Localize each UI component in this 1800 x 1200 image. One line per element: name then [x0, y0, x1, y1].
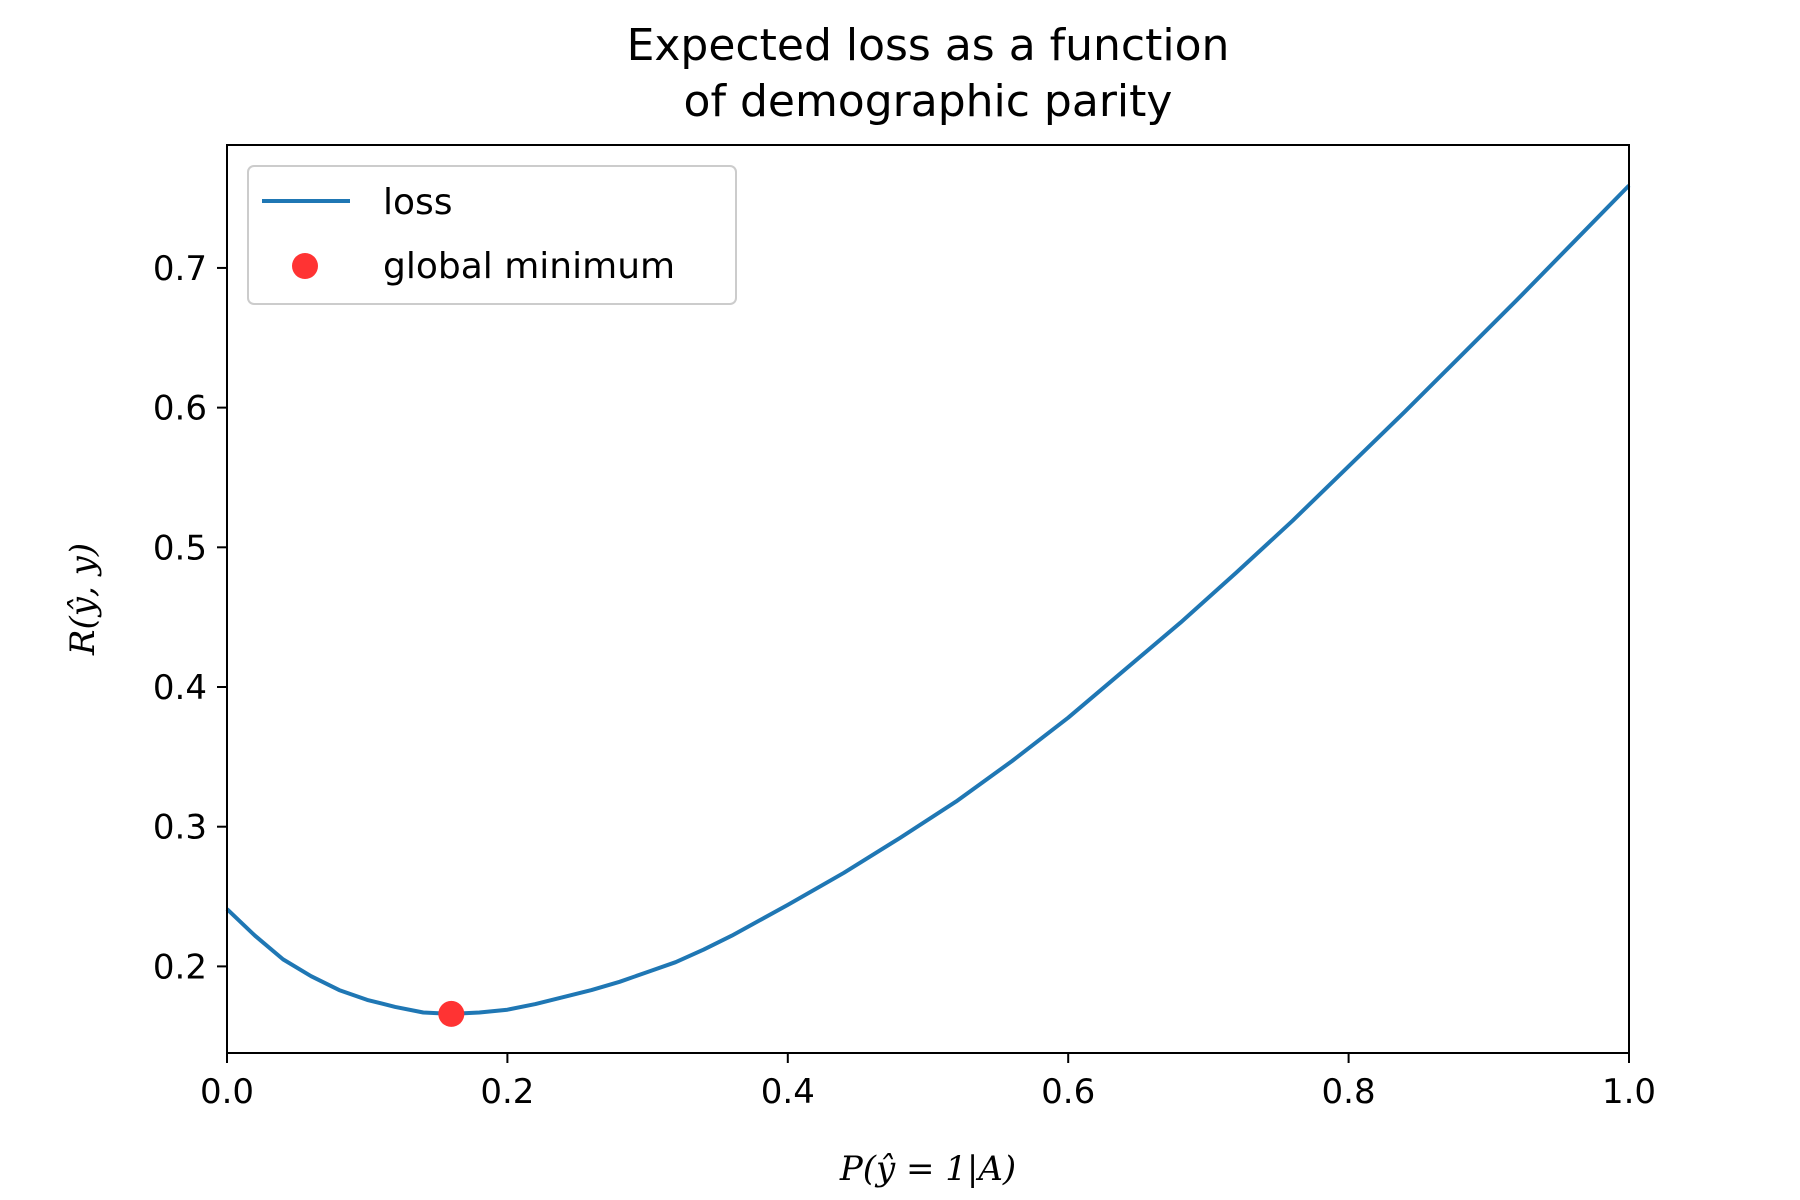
- x-axis-label: P(ŷ = 1|A): [839, 1149, 1016, 1189]
- legend: loss global minimum: [247, 165, 737, 305]
- legend-global-minimum-label: global minimum: [383, 246, 675, 287]
- loss-series-line: [225, 184, 1631, 1016]
- x-tick-label: 0.4: [761, 1072, 815, 1112]
- y-tick-label: 0.6: [153, 389, 207, 429]
- axis-ticks: 0.0 0.2 0.4 0.6 0.8 1.0 0.2 0.3 0.4 0.5 0.6 0.7: [153, 249, 1656, 1112]
- y-axis-label: R(ŷ, y): [63, 543, 103, 656]
- chart-title-line-1: Expected loss as a function: [627, 20, 1230, 71]
- global-minimum-point: [438, 1000, 465, 1027]
- chart-title-line-2: of demographic parity: [684, 76, 1173, 127]
- x-tick-label: 0.6: [1041, 1072, 1095, 1112]
- x-tick-label: 0.2: [480, 1072, 534, 1112]
- x-tick-label: 1.0: [1602, 1072, 1656, 1112]
- y-tick-label: 0.5: [153, 528, 207, 568]
- y-tick-label: 0.3: [153, 808, 207, 848]
- legend-loss-label: loss: [383, 182, 453, 223]
- y-tick-label: 0.2: [153, 947, 207, 987]
- legend-box: [247, 165, 737, 305]
- plot-area: [225, 184, 1631, 1027]
- y-tick-label: 0.7: [153, 249, 207, 289]
- x-tick-label: 0.0: [200, 1072, 254, 1112]
- y-tick-label: 0.4: [153, 668, 207, 708]
- x-tick-label: 0.8: [1322, 1072, 1376, 1112]
- axes-frame: [226, 144, 1630, 1054]
- legend-global-minimum-marker: [292, 253, 318, 279]
